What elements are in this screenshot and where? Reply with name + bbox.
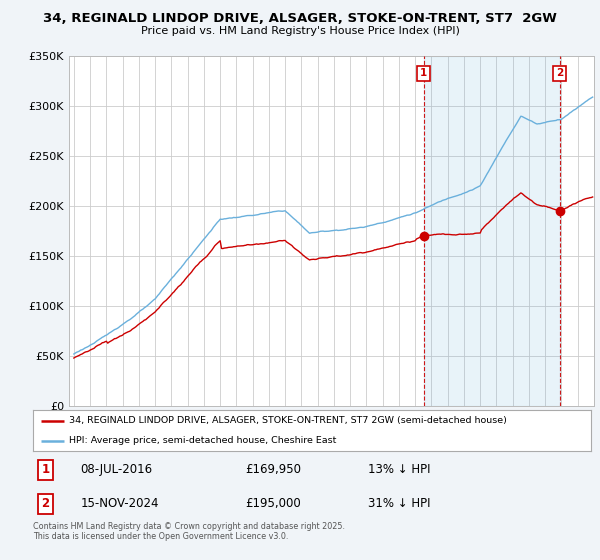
Text: Price paid vs. HM Land Registry's House Price Index (HPI): Price paid vs. HM Land Registry's House … (140, 26, 460, 36)
Bar (560, 56, 594, 406)
Text: 34, REGINALD LINDOP DRIVE, ALSAGER, STOKE-ON-TRENT, ST7 2GW (semi-detached house: 34, REGINALD LINDOP DRIVE, ALSAGER, STOK… (69, 416, 507, 425)
Text: £169,950: £169,950 (245, 463, 301, 476)
Text: £195,000: £195,000 (245, 497, 301, 510)
Text: 1: 1 (420, 68, 427, 78)
Text: 1: 1 (41, 463, 49, 476)
Text: 15-NOV-2024: 15-NOV-2024 (80, 497, 159, 510)
Text: 34, REGINALD LINDOP DRIVE, ALSAGER, STOKE-ON-TRENT, ST7  2GW: 34, REGINALD LINDOP DRIVE, ALSAGER, STOK… (43, 12, 557, 25)
Text: 13% ↓ HPI: 13% ↓ HPI (368, 463, 430, 476)
Text: 31% ↓ HPI: 31% ↓ HPI (368, 497, 430, 510)
Text: 08-JUL-2016: 08-JUL-2016 (80, 463, 152, 476)
Text: HPI: Average price, semi-detached house, Cheshire East: HPI: Average price, semi-detached house,… (69, 436, 337, 445)
Text: 2: 2 (41, 497, 49, 510)
Bar (424, 56, 560, 406)
Text: Contains HM Land Registry data © Crown copyright and database right 2025.
This d: Contains HM Land Registry data © Crown c… (33, 522, 345, 542)
Text: 2: 2 (556, 68, 563, 78)
